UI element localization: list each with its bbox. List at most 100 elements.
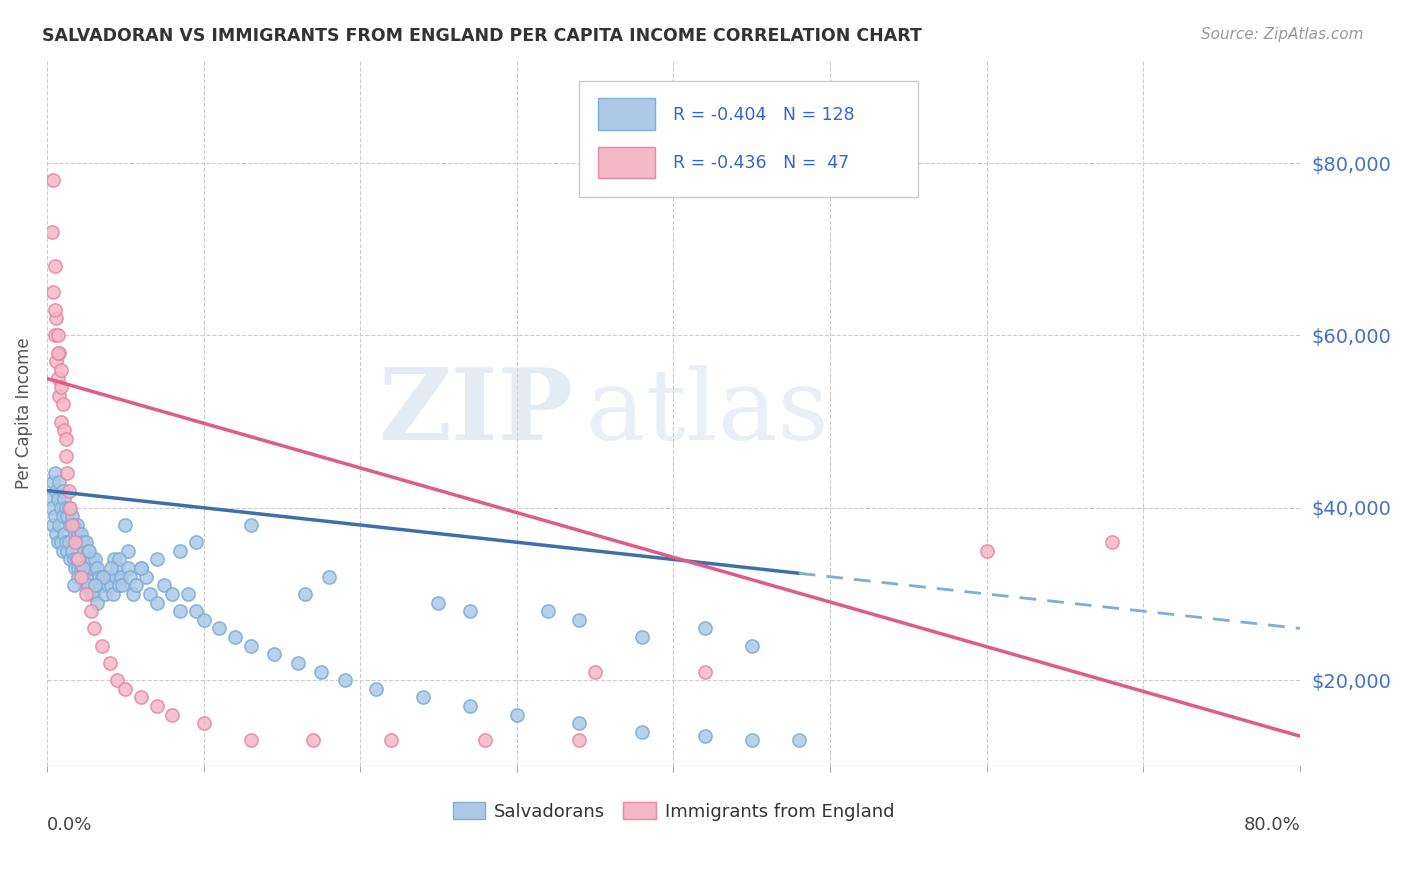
Point [97,578,120,592]
Point [46,345,69,359]
Point [129,690,152,705]
Point [208,622,231,636]
Point [44,302,66,317]
Point [55,449,77,463]
Point [83,622,105,636]
Point [111,578,134,592]
Point [114,681,136,696]
Point [427,596,450,610]
Point [53,526,76,541]
Point [60,544,83,558]
Point [72,570,94,584]
Point [44,509,66,524]
Point [458,604,481,618]
Text: atlas: atlas [586,365,828,461]
Point [46,492,69,507]
Point [976,544,998,558]
Point [70,570,93,584]
Point [135,570,157,584]
Text: 80.0%: 80.0% [1243,816,1301,834]
Point [59,552,82,566]
Point [60,518,83,533]
Point [56,467,79,481]
Point [55,535,77,549]
Point [114,518,136,533]
Point [412,690,434,705]
Point [53,423,76,437]
Point [75,570,97,584]
Point [287,656,309,670]
Point [66,518,89,533]
Point [118,570,141,584]
Point [110,570,132,584]
Point [51,509,73,524]
Text: ZIP: ZIP [378,365,574,461]
Text: 0.0%: 0.0% [46,816,93,834]
Point [693,665,716,679]
FancyBboxPatch shape [599,98,655,130]
Point [70,526,93,541]
Point [53,492,76,507]
Point [48,518,70,533]
Point [103,552,125,566]
Point [239,733,262,747]
Point [63,526,86,541]
Point [741,639,763,653]
Point [44,467,66,481]
Point [568,613,591,627]
Point [51,397,73,411]
Point [125,578,148,592]
Point [59,518,82,533]
Y-axis label: Per Capita Income: Per Capita Income [15,337,32,489]
Point [108,578,131,592]
Point [41,500,63,515]
Point [80,587,103,601]
Point [89,578,111,592]
Point [58,535,80,549]
Point [62,552,84,566]
Point [105,673,128,687]
Point [380,733,402,747]
Point [67,561,90,575]
Text: R = -0.404   N = 128: R = -0.404 N = 128 [673,106,855,124]
Point [333,673,356,687]
Point [117,544,139,558]
Point [67,526,90,541]
Point [58,500,80,515]
Point [184,604,207,618]
Point [693,729,716,743]
Point [104,570,127,584]
Point [100,561,122,575]
Point [45,311,67,326]
Point [318,570,340,584]
Point [193,613,215,627]
Point [46,535,69,549]
Point [76,544,98,558]
Point [224,630,246,644]
Point [42,285,65,300]
Point [45,354,67,368]
Point [41,225,63,239]
Point [63,561,86,575]
Point [76,578,98,592]
Point [117,561,139,575]
Point [568,733,591,747]
Point [90,570,112,584]
Point [84,552,107,566]
Point [302,733,325,747]
Point [63,535,86,549]
Point [160,587,183,601]
Point [82,552,104,566]
Point [568,716,591,731]
Point [169,604,191,618]
Point [309,665,332,679]
Point [75,535,97,549]
Point [129,561,152,575]
Point [62,518,84,533]
Point [160,707,183,722]
Point [91,578,114,592]
Point [101,587,124,601]
Point [42,475,65,489]
Point [73,578,96,592]
Text: Source: ZipAtlas.com: Source: ZipAtlas.com [1201,27,1364,42]
